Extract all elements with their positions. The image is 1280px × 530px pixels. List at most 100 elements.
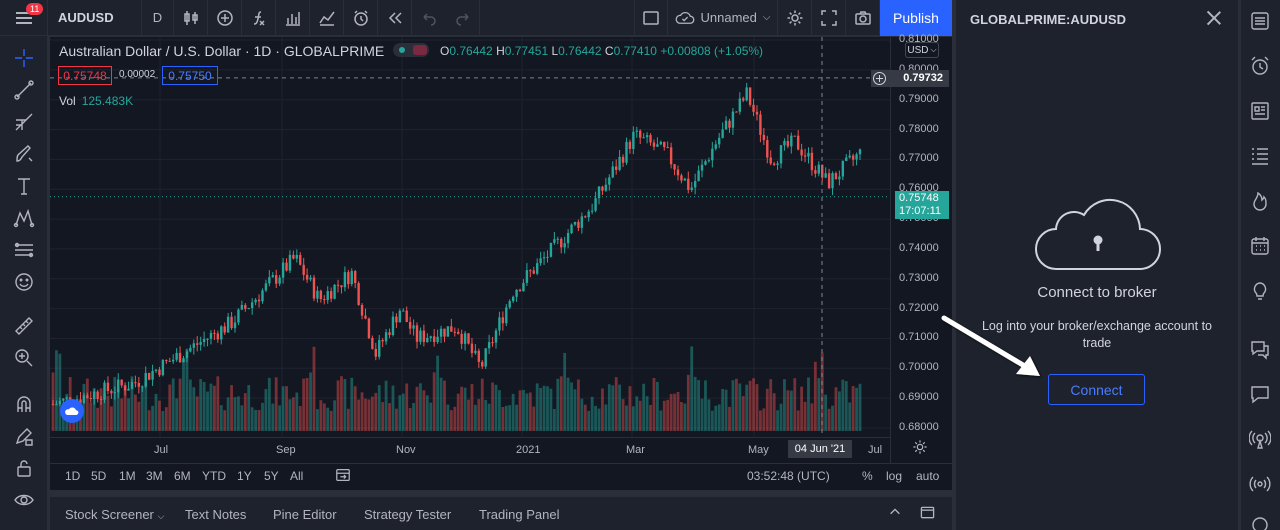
candle-body [62,398,65,401]
range-6m[interactable]: 6M [174,469,191,483]
help-button[interactable] [1249,514,1273,530]
fullscreen-button[interactable] [812,0,846,36]
last-price-value: 0.75748 [899,191,939,204]
icon-tool[interactable] [12,270,36,294]
candle-body [446,326,450,337]
range-1y[interactable]: 1Y [237,469,252,483]
range-all[interactable]: All [290,469,304,483]
volume-bar [281,386,285,431]
expand-panel-button[interactable] [888,505,902,522]
bar-style-button[interactable] [174,0,208,36]
trend-line-tool[interactable] [12,78,36,102]
tab-text-notes[interactable]: Text Notes [185,507,247,522]
close-icon[interactable] [1206,10,1222,26]
magnet-tool[interactable] [12,392,36,416]
stay-drawing-tool[interactable] [12,424,36,448]
main-menu-button[interactable]: 11 [0,0,48,36]
hotlists-button[interactable] [1249,145,1273,169]
replay-button[interactable] [378,0,412,36]
undo-button[interactable] [412,0,446,36]
price-axis[interactable]: 0.68000 0.69000 0.70000 0.71000 0.72000 0.730… [871,33,952,463]
market-status-indicator[interactable] [393,43,429,57]
percent-scale-toggle[interactable]: % [862,469,873,483]
chats-button[interactable] [1249,338,1273,362]
volume-bar [151,405,154,431]
goto-date-button[interactable] [335,467,351,486]
chart-layout-name[interactable]: Unnamed ⌵ [668,0,778,36]
tradingview-logo[interactable] [60,399,84,423]
time-axis[interactable]: 04 Jun '21 Jul Sep Nov 2021 Mar May Jul [50,437,890,463]
fib-tool[interactable] [12,110,36,134]
compare-button[interactable] [310,0,344,36]
range-5d[interactable]: 5D [91,469,107,483]
volume-label: Vol [59,94,76,108]
candle-body [851,155,855,160]
streams-button[interactable] [1248,428,1273,452]
volume-bar [226,397,230,431]
volume-bar [680,402,683,431]
log-scale-toggle[interactable]: log [886,469,903,483]
messages-button[interactable] [1249,383,1273,407]
signals-button[interactable] [1249,473,1273,497]
settings-button[interactable] [778,0,812,36]
indicators-button[interactable] [242,0,276,36]
alarm-clock-icon [1251,56,1269,75]
auto-scale-toggle[interactable]: auto [916,469,940,483]
candlestick-plot[interactable] [50,37,890,437]
watchlist-button[interactable] [1249,10,1273,34]
hotlist-fire-button[interactable] [1249,190,1273,214]
financials-button[interactable] [276,0,310,36]
utc-clock[interactable]: 03:52:48 (UTC) [747,469,830,483]
candle-body [714,144,717,149]
candle-body [728,120,731,128]
add-indicator-button[interactable] [208,0,242,36]
chart-pane[interactable]: Australian Dollar / U.S. Dollar · 1D · G… [50,33,952,463]
layout-button[interactable] [634,0,668,36]
brush-icon [16,145,33,162]
buy-button[interactable]: 0.75750 [162,66,218,85]
pattern-tool[interactable] [12,206,36,230]
volume-bar [274,377,278,431]
volume-bar [844,381,848,431]
candle-body [642,137,645,139]
sell-button[interactable]: 0.75748 [58,66,112,85]
volume-bar [370,396,374,431]
crosshair-tool[interactable] [12,46,36,70]
range-3m[interactable]: 3M [146,469,163,483]
prediction-tool[interactable] [12,238,36,262]
redo-button[interactable] [446,0,480,36]
alerts-button[interactable] [1249,55,1273,79]
maximize-panel-button[interactable] [920,505,935,523]
volume-bar [123,385,127,431]
alert-button[interactable] [344,0,378,36]
connect-button[interactable]: Connect [1048,374,1145,405]
ideas-button[interactable] [1249,280,1273,304]
hide-drawings-tool[interactable] [12,488,36,512]
measure-tool[interactable] [12,314,36,338]
candle-body [161,360,165,376]
candle-body [759,114,762,135]
brush-tool[interactable] [12,142,36,166]
tab-trading-panel[interactable]: Trading Panel [479,507,560,522]
range-ytd[interactable]: YTD [202,469,226,483]
candle-body [99,399,103,401]
range-1d[interactable]: 1D [65,469,81,483]
range-1m[interactable]: 1M [119,469,136,483]
lock-drawings-tool[interactable] [12,456,36,480]
text-tool[interactable] [12,174,36,198]
currency-selector[interactable]: USD ⌵ [905,42,939,58]
snapshot-button[interactable] [846,0,880,36]
publish-button[interactable]: Publish [880,0,952,36]
interval-button[interactable]: D [142,0,174,36]
range-5y[interactable]: 5Y [264,469,279,483]
calendar-button[interactable] [1249,235,1273,259]
zoom-tool[interactable] [12,346,36,370]
tab-strategy-tester[interactable]: Strategy Tester [364,507,452,522]
add-alert-plus-icon[interactable] [873,71,886,85]
tab-stock-screener[interactable]: Stock Screener ⌵ [65,507,164,522]
data-window-button[interactable] [1249,100,1273,124]
symbol-search[interactable]: AUDUSD [48,0,142,36]
chart-settings-button[interactable] [912,439,930,457]
volume-bar [611,385,615,431]
tab-pine-editor[interactable]: Pine Editor [273,507,337,522]
